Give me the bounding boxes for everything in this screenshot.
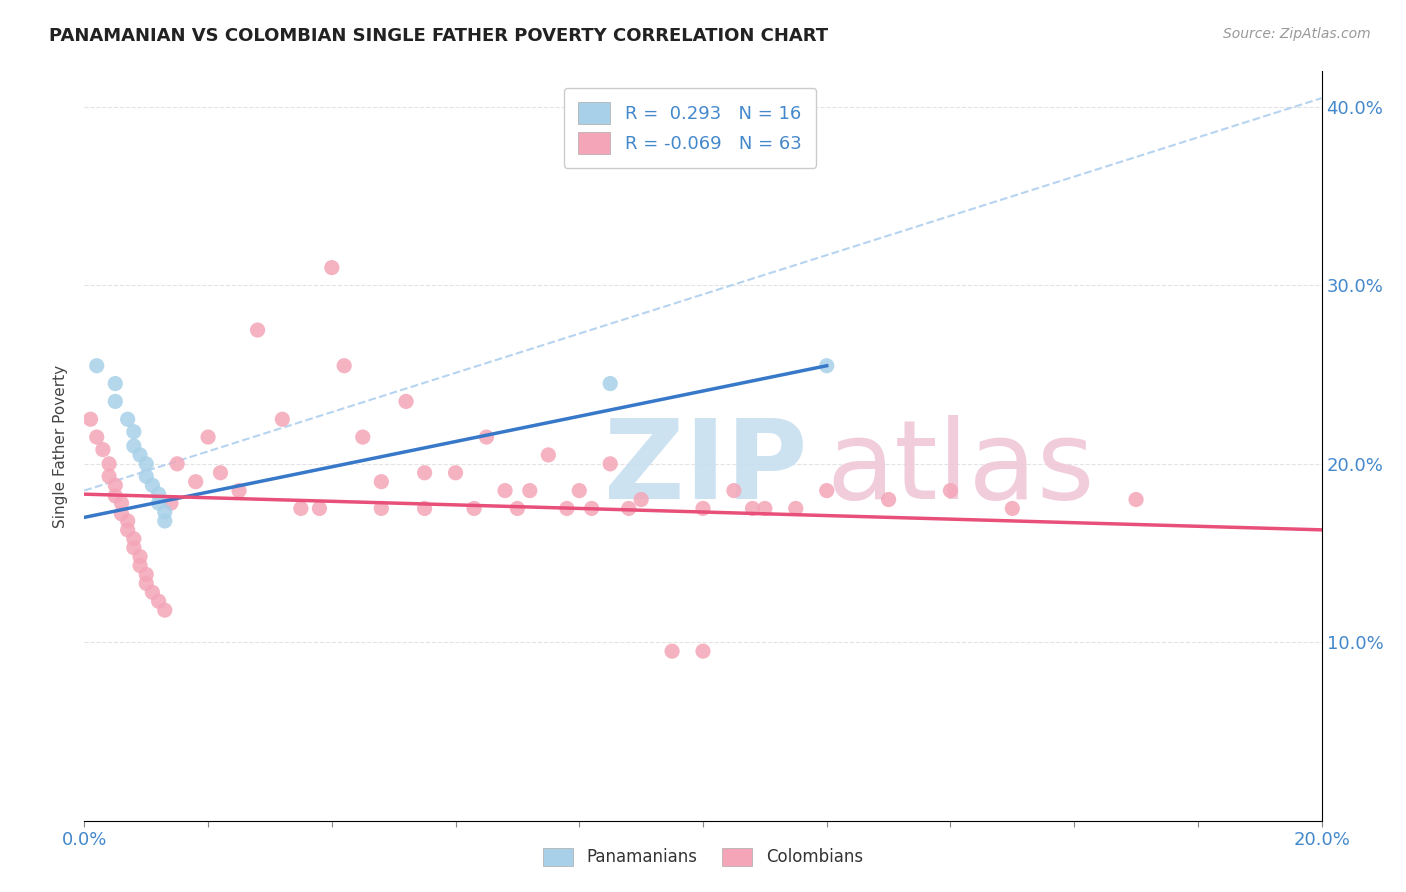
Point — [104, 478, 127, 492]
Point — [352, 430, 374, 444]
Text: atlas: atlas — [827, 415, 1095, 522]
Point — [153, 505, 176, 519]
Point — [148, 496, 170, 510]
Point — [246, 323, 269, 337]
Point — [135, 469, 157, 483]
Point — [153, 603, 176, 617]
Text: Source: ZipAtlas.com: Source: ZipAtlas.com — [1223, 27, 1371, 41]
Point — [754, 501, 776, 516]
Point — [370, 475, 392, 489]
Point — [939, 483, 962, 498]
Point — [692, 644, 714, 658]
Point — [122, 541, 145, 555]
Point — [395, 394, 418, 409]
Point — [723, 483, 745, 498]
Point — [321, 260, 343, 275]
Point — [209, 466, 232, 480]
Point — [271, 412, 294, 426]
Point — [110, 496, 132, 510]
Point — [617, 501, 640, 516]
Y-axis label: Single Father Poverty: Single Father Poverty — [53, 365, 69, 527]
Point — [104, 376, 127, 391]
Point — [444, 466, 467, 480]
Point — [661, 644, 683, 658]
Point — [98, 469, 121, 483]
Point — [599, 457, 621, 471]
Point — [599, 376, 621, 391]
Point — [197, 430, 219, 444]
Point — [333, 359, 356, 373]
Point — [413, 501, 436, 516]
Point — [1125, 492, 1147, 507]
Point — [104, 489, 127, 503]
Point — [141, 585, 163, 599]
Point — [117, 523, 139, 537]
Point — [463, 501, 485, 516]
Point — [135, 457, 157, 471]
Point — [166, 457, 188, 471]
Point — [506, 501, 529, 516]
Point — [110, 507, 132, 521]
Point — [91, 442, 114, 457]
Point — [370, 501, 392, 516]
Text: PANAMANIAN VS COLOMBIAN SINGLE FATHER POVERTY CORRELATION CHART: PANAMANIAN VS COLOMBIAN SINGLE FATHER PO… — [49, 27, 828, 45]
Legend: Panamanians, Colombians: Panamanians, Colombians — [534, 839, 872, 875]
Point — [122, 425, 145, 439]
Point — [141, 478, 163, 492]
Point — [475, 430, 498, 444]
Point — [79, 412, 101, 426]
Point — [413, 466, 436, 480]
Point — [519, 483, 541, 498]
Point — [692, 501, 714, 516]
Point — [135, 567, 157, 582]
Point — [153, 514, 176, 528]
Point — [785, 501, 807, 516]
Point — [815, 359, 838, 373]
Point — [160, 496, 183, 510]
Legend: R =  0.293   N = 16, R = -0.069   N = 63: R = 0.293 N = 16, R = -0.069 N = 63 — [564, 88, 815, 168]
Point — [117, 412, 139, 426]
Point — [494, 483, 516, 498]
Point — [581, 501, 603, 516]
Point — [129, 448, 152, 462]
Point — [129, 558, 152, 573]
Point — [877, 492, 900, 507]
Point — [308, 501, 330, 516]
Point — [129, 549, 152, 564]
Point — [228, 483, 250, 498]
Point — [148, 594, 170, 608]
Point — [86, 359, 108, 373]
Point — [122, 439, 145, 453]
Point — [122, 532, 145, 546]
Point — [148, 487, 170, 501]
Point — [98, 457, 121, 471]
Text: ZIP: ZIP — [605, 415, 807, 522]
Point — [568, 483, 591, 498]
Point — [630, 492, 652, 507]
Point — [290, 501, 312, 516]
Point — [555, 501, 578, 516]
Point — [1001, 501, 1024, 516]
Point — [741, 501, 763, 516]
Point — [104, 394, 127, 409]
Point — [117, 514, 139, 528]
Point — [537, 448, 560, 462]
Point — [86, 430, 108, 444]
Point — [135, 576, 157, 591]
Point — [815, 483, 838, 498]
Point — [184, 475, 207, 489]
